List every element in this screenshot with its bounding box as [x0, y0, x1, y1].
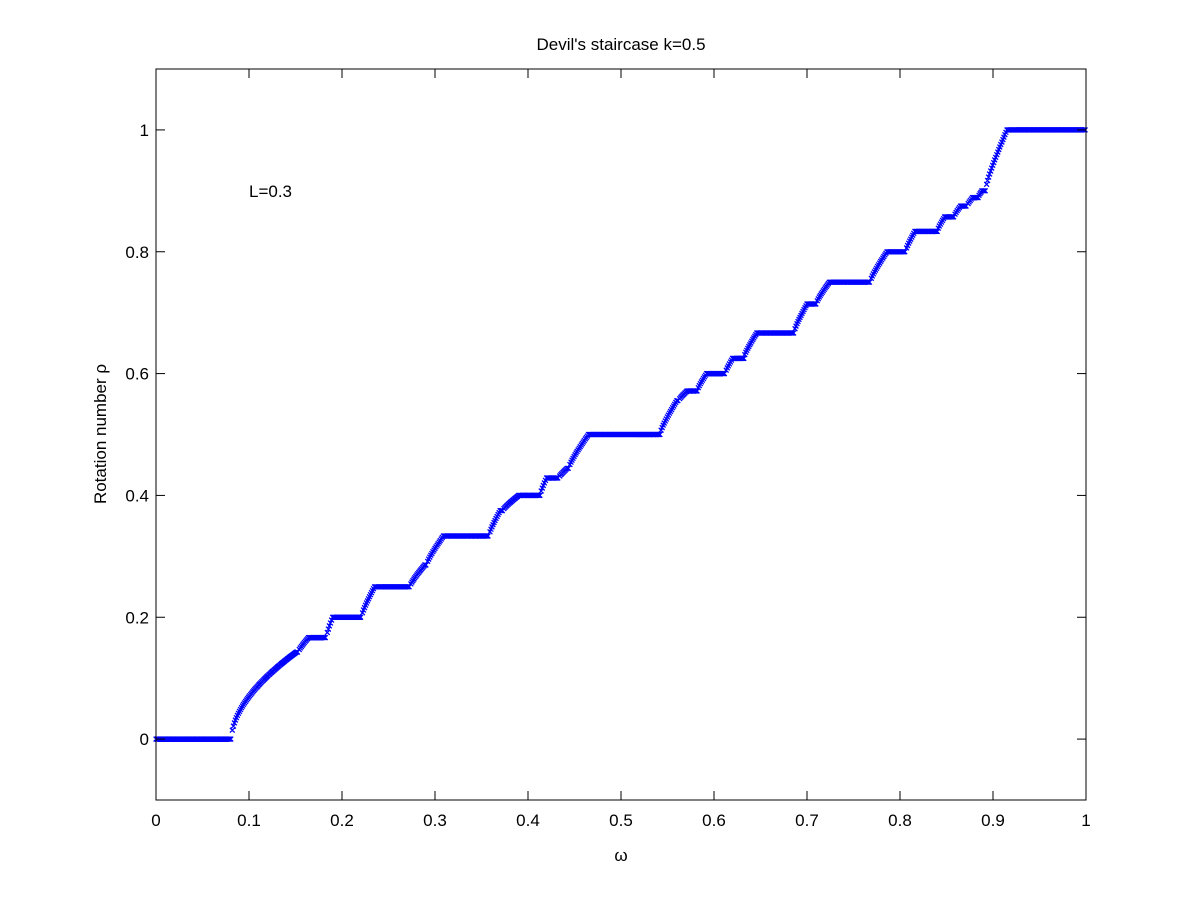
tick-marks-layer: [155, 69, 1087, 800]
x-tick-label: 0.6: [702, 811, 726, 830]
x-tick-label: 0.1: [237, 811, 261, 830]
y-tick-label: 0: [140, 730, 149, 749]
x-tick-label: 0.7: [795, 811, 819, 830]
annotation-label: L=0.3: [249, 182, 292, 201]
x-tick-label: 0.9: [981, 811, 1005, 830]
x-tick-label: 0.2: [330, 811, 354, 830]
y-tick-label: 0.8: [125, 243, 149, 262]
x-tick-label: 0.8: [888, 811, 912, 830]
chart-title: Devil's staircase k=0.5: [536, 35, 705, 54]
x-tick-label: 0.4: [516, 811, 540, 830]
y-tick-label: 0.2: [125, 608, 149, 627]
y-axis-label: Rotation number ρ: [91, 364, 110, 504]
x-tick-label: 1: [1081, 811, 1090, 830]
x-axis-label: ω: [614, 846, 627, 865]
x-tick-label: 0: [151, 811, 160, 830]
x-tick-label: 0.5: [609, 811, 633, 830]
y-tick-label: 1: [140, 121, 149, 140]
y-tick-label: 0.6: [125, 365, 149, 384]
tick-labels-layer: 0 0.1 0.2 0.3 0.4 0.5 0.6 0.7 0.8 0.9 1 0 0.2 0.4 0.6 0…: [125, 121, 1090, 830]
y-tick-label: 0.4: [125, 486, 149, 505]
x-tick-label: 0.3: [423, 811, 447, 830]
